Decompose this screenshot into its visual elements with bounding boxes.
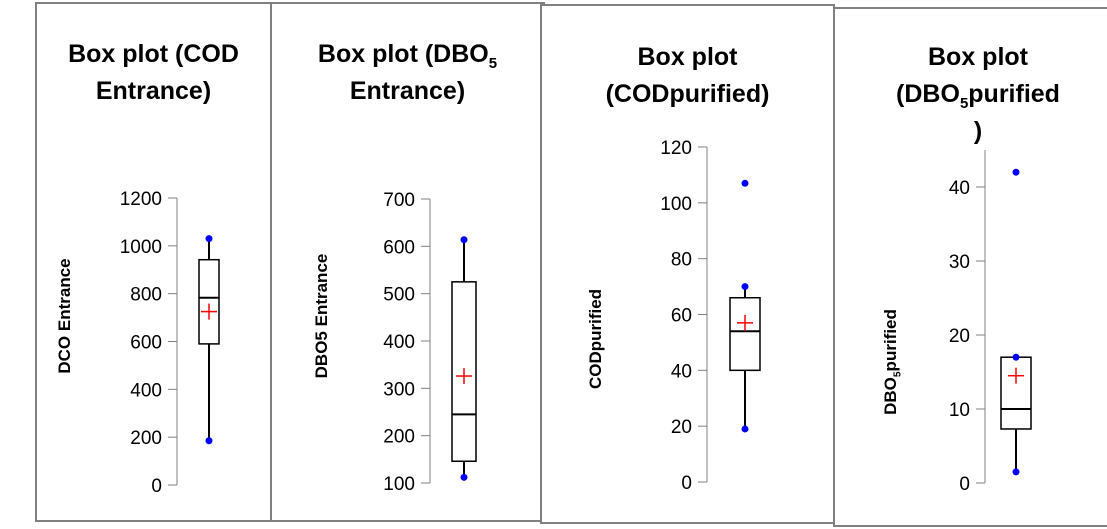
chart-title: Box plot (DBO5 Entrance)	[272, 36, 543, 110]
boxplot-svg: 0 20 40 60 80 100 120	[660, 138, 761, 494]
y-tick-label: 1000	[120, 237, 162, 258]
y-tick-label: 400	[383, 332, 415, 353]
outlier-point	[741, 179, 749, 187]
y-tick-label: 700	[383, 190, 415, 211]
chart-title: Box plot (DBO5purified )	[835, 39, 1107, 150]
title-line-1: Box plot	[637, 43, 738, 71]
boxplot-svg: 100 200 300 400 500 600 700	[383, 190, 477, 495]
y-tick-label: 80	[671, 250, 692, 271]
boxplot-panel-cod-purified: Box plot (CODpurified) CODpurified 0 20 40…	[540, 4, 835, 524]
y-tick-label: 60	[671, 306, 692, 327]
y-tick-label: 1200	[120, 189, 162, 210]
y-tick-label: 20	[949, 326, 970, 347]
max-point	[460, 236, 468, 244]
iqr-box	[198, 258, 220, 345]
y-tick-label: 600	[383, 237, 415, 258]
title-line-1: Box plot (COD	[68, 40, 239, 68]
min-point	[205, 437, 213, 445]
y-tick-label: 0	[959, 474, 970, 495]
y-tick-label: 10	[949, 400, 970, 421]
y-tick-label: 100	[660, 194, 692, 215]
title-line-1: Box plot (DBO5	[317, 40, 498, 72]
title-line-1: Box plot	[928, 43, 1028, 71]
title-line-2: Entrance)	[95, 77, 212, 105]
y-tick-label: 0	[151, 476, 162, 497]
outlier-point	[1012, 168, 1020, 176]
chart-title: Box plot (COD Entrance)	[37, 36, 270, 110]
iqr-box	[729, 297, 761, 372]
y-tick-label: 200	[130, 428, 162, 449]
boxplot-svg: 0 10 20 30 40	[949, 150, 1032, 495]
title-line-2: Entrance)	[349, 77, 466, 105]
min-point	[1012, 468, 1020, 476]
min-point	[460, 473, 468, 481]
y-tick-label: 300	[383, 379, 415, 400]
y-tick-label: 40	[671, 361, 692, 382]
iqr-box	[451, 281, 477, 462]
min-point	[741, 425, 749, 433]
boxplot-panel-dbo5-entrance: Box plot (DBO5 Entrance) DBO5 Entrance 1…	[270, 2, 545, 522]
y-tick-label: 200	[383, 427, 415, 448]
max-point	[205, 235, 213, 243]
boxplot-svg: 0 200 400 600 800 1000 1200	[120, 189, 220, 497]
title-line-2: (DBO5purified	[896, 80, 1060, 112]
y-tick-label: 400	[130, 380, 162, 401]
y-tick-label: 100	[383, 474, 415, 495]
y-tick-label: 500	[383, 285, 415, 306]
max-point	[741, 283, 749, 291]
boxplot-panel-cod-entrance: Box plot (COD Entrance) DCO Entrance 0 20…	[35, 2, 272, 522]
y-tick-label: 600	[130, 333, 162, 354]
title-line-3: )	[973, 117, 983, 145]
y-tick-label: 40	[949, 178, 970, 199]
chart-title: Box plot (CODpurified)	[542, 39, 833, 113]
y-tick-label: 20	[671, 417, 692, 438]
title-line-2: (CODpurified)	[605, 80, 770, 108]
y-tick-label: 120	[660, 138, 692, 159]
y-tick-label: 800	[130, 285, 162, 306]
max-point	[1012, 353, 1020, 361]
y-tick-label: 0	[681, 473, 692, 494]
y-tick-label: 30	[949, 252, 970, 273]
